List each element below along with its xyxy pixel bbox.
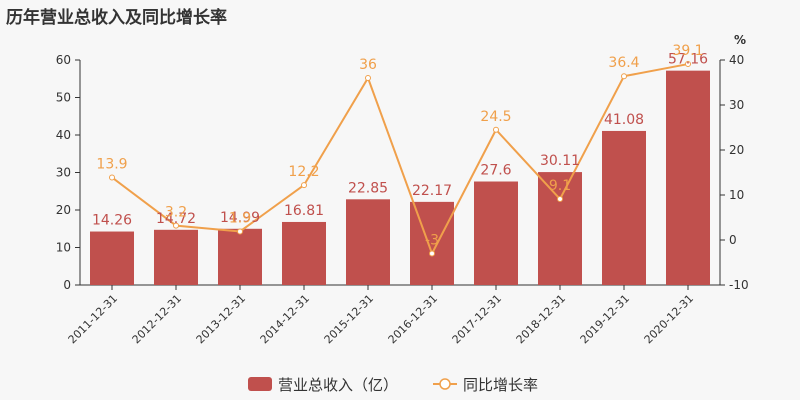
legend-bar-swatch <box>248 377 272 391</box>
x-tick-label: 2015-12-31 <box>322 292 376 346</box>
y-right-tick-label: 40 <box>729 53 744 67</box>
bar-data-label: 14.99 <box>220 210 260 226</box>
bar[interactable] <box>474 181 518 286</box>
y-right-tick-label: 20 <box>729 143 744 157</box>
line-point[interactable] <box>173 222 179 229</box>
line-data-label: 9.1 <box>549 178 571 194</box>
x-tick-label: 2014-12-31 <box>258 292 312 346</box>
bar[interactable] <box>602 130 646 285</box>
y-left-tick-label: 30 <box>56 166 71 180</box>
legend-bar-label: 营业总收入（亿） <box>278 376 398 394</box>
y-left-tick-label: 50 <box>56 91 71 105</box>
line-point[interactable] <box>109 174 115 181</box>
legend[interactable]: 营业总收入（亿） 同比增长率 <box>248 376 538 394</box>
bar[interactable] <box>346 199 390 285</box>
line-data-label: 24.5 <box>480 109 511 125</box>
line-point[interactable] <box>301 182 307 189</box>
bar-data-label: 27.6 <box>480 163 511 179</box>
x-tick-label: 2018-12-31 <box>514 292 568 346</box>
x-tick-label: 2020-12-31 <box>642 292 696 346</box>
y-left-tick-label: 20 <box>56 203 71 217</box>
x-tick-label: 2016-12-31 <box>386 292 440 346</box>
line-point[interactable] <box>237 228 243 235</box>
line-group <box>109 61 691 257</box>
y-right-tick-label: -10 <box>729 278 749 292</box>
line-point[interactable] <box>365 75 371 81</box>
y-left-tick-label: 10 <box>56 241 71 255</box>
legend-line-marker <box>439 378 451 390</box>
y-right-unit: % <box>734 33 746 47</box>
legend-line-label: 同比增长率 <box>463 376 538 394</box>
bar-data-label: 22.17 <box>412 183 452 199</box>
line-data-label: 13.9 <box>96 156 127 172</box>
line-data-label: 12.2 <box>288 164 319 180</box>
line-data-label: 36 <box>359 57 377 73</box>
line-data-label: -3 <box>425 233 439 249</box>
line-point[interactable] <box>685 61 691 68</box>
line-data-label: 1.9 <box>229 210 251 226</box>
bar[interactable] <box>154 229 198 285</box>
x-tick-label: 2013-12-31 <box>194 292 248 346</box>
bars-group <box>90 70 710 286</box>
line-point[interactable] <box>557 196 563 203</box>
line-point[interactable] <box>493 126 499 133</box>
bar[interactable] <box>538 172 582 285</box>
y-left-tick-label: 60 <box>56 53 71 67</box>
chart-title: 历年营业总收入及同比增长率 <box>6 8 227 28</box>
y-left-tick-label: 0 <box>63 278 71 292</box>
y-right-tick-label: 30 <box>729 98 744 112</box>
growth-line <box>111 63 689 256</box>
bar-data-label: 57.16 <box>668 52 708 68</box>
bar[interactable] <box>282 221 326 285</box>
x-tick-label: 2017-12-31 <box>450 292 504 346</box>
x-tick-label: 2011-12-31 <box>66 292 120 346</box>
x-tick-label: 2012-12-31 <box>130 292 184 346</box>
bar[interactable] <box>218 228 262 285</box>
bar-data-label: 14.26 <box>92 213 132 229</box>
labels-group: 14.26 14.72 14.99 16.81 22.85 22.17 27.6 30.11 4… <box>92 43 708 248</box>
bar-data-label: 14.72 <box>156 211 196 227</box>
line-data-label: 3.2 <box>165 205 187 221</box>
line-data-label: 36.4 <box>608 55 639 71</box>
y-left-tick-label: 40 <box>56 128 71 142</box>
bar[interactable] <box>90 231 134 285</box>
y-right-tick-label: 0 <box>729 233 737 247</box>
y-right-tick-label: 10 <box>729 188 744 202</box>
x-tick-label: 2019-12-31 <box>578 292 632 346</box>
bar-data-label: 16.81 <box>284 203 324 219</box>
bar[interactable] <box>666 70 710 286</box>
line-data-label: 39.1 <box>672 43 703 59</box>
bar-data-label: 30.11 <box>540 153 580 169</box>
bar-data-label: 41.08 <box>604 112 644 128</box>
bar-data-label: 22.85 <box>348 180 388 196</box>
line-point[interactable] <box>621 73 627 80</box>
line-point[interactable] <box>429 250 435 257</box>
